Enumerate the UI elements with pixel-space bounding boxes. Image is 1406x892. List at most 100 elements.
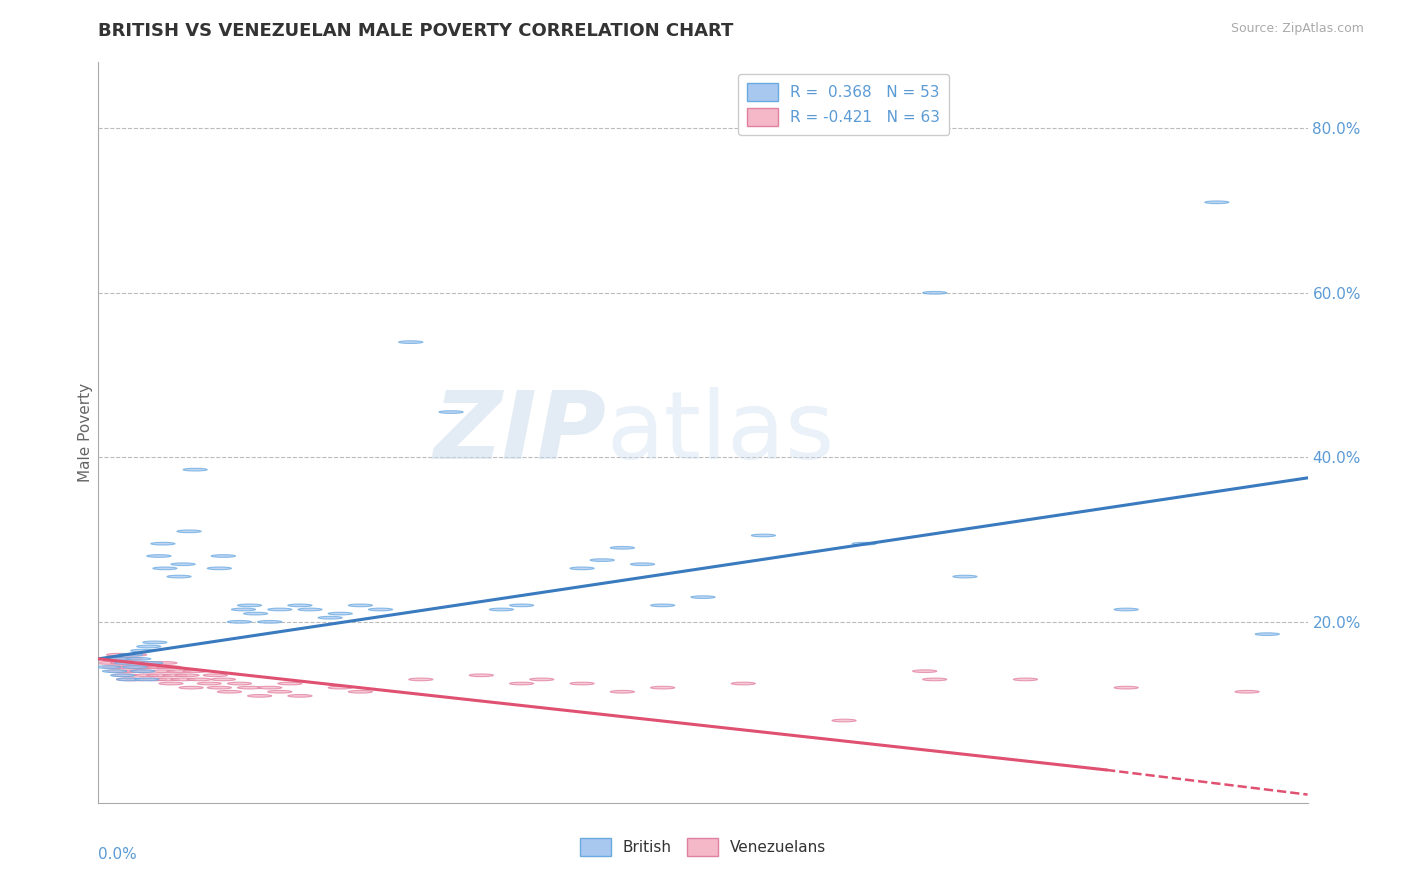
Ellipse shape — [349, 690, 373, 693]
Ellipse shape — [107, 657, 131, 660]
Ellipse shape — [278, 682, 302, 685]
Ellipse shape — [211, 555, 235, 558]
Ellipse shape — [146, 555, 172, 558]
Ellipse shape — [117, 678, 141, 681]
Ellipse shape — [267, 608, 292, 611]
Ellipse shape — [107, 654, 131, 656]
Ellipse shape — [832, 719, 856, 722]
Ellipse shape — [509, 604, 534, 607]
Ellipse shape — [159, 682, 183, 685]
Ellipse shape — [218, 690, 242, 693]
Ellipse shape — [690, 596, 716, 599]
Ellipse shape — [953, 575, 977, 578]
Ellipse shape — [751, 534, 776, 537]
Ellipse shape — [117, 665, 141, 668]
Ellipse shape — [470, 674, 494, 677]
Ellipse shape — [409, 678, 433, 681]
Text: ZIP: ZIP — [433, 386, 606, 479]
Ellipse shape — [489, 608, 513, 611]
Ellipse shape — [139, 665, 163, 668]
Ellipse shape — [177, 530, 201, 533]
Ellipse shape — [135, 674, 159, 677]
Ellipse shape — [651, 604, 675, 607]
Ellipse shape — [530, 678, 554, 681]
Ellipse shape — [103, 665, 127, 668]
Ellipse shape — [228, 621, 252, 624]
Ellipse shape — [228, 682, 252, 685]
Ellipse shape — [103, 670, 127, 673]
Ellipse shape — [127, 665, 150, 668]
Ellipse shape — [257, 686, 281, 689]
Ellipse shape — [610, 690, 634, 693]
Ellipse shape — [122, 665, 146, 668]
Ellipse shape — [146, 665, 172, 668]
Ellipse shape — [288, 604, 312, 607]
Ellipse shape — [610, 547, 634, 549]
Ellipse shape — [238, 604, 262, 607]
Ellipse shape — [146, 674, 172, 677]
Ellipse shape — [207, 686, 232, 689]
Ellipse shape — [183, 670, 207, 673]
Ellipse shape — [368, 608, 392, 611]
Ellipse shape — [167, 575, 191, 578]
Text: BRITISH VS VENEZUELAN MALE POVERTY CORRELATION CHART: BRITISH VS VENEZUELAN MALE POVERTY CORRE… — [98, 22, 734, 40]
Ellipse shape — [157, 665, 181, 668]
Ellipse shape — [1114, 608, 1139, 611]
Ellipse shape — [136, 645, 160, 648]
Ellipse shape — [127, 657, 150, 660]
Ellipse shape — [238, 686, 262, 689]
Ellipse shape — [243, 612, 267, 615]
Ellipse shape — [172, 678, 195, 681]
Ellipse shape — [349, 604, 373, 607]
Y-axis label: Male Poverty: Male Poverty — [77, 383, 93, 483]
Ellipse shape — [232, 608, 256, 611]
Ellipse shape — [731, 682, 755, 685]
Ellipse shape — [150, 670, 174, 673]
Ellipse shape — [127, 678, 150, 681]
Ellipse shape — [399, 341, 423, 343]
Ellipse shape — [114, 657, 139, 660]
Ellipse shape — [114, 662, 139, 665]
Ellipse shape — [139, 662, 163, 665]
Ellipse shape — [111, 674, 135, 677]
Ellipse shape — [112, 674, 136, 677]
Ellipse shape — [143, 678, 167, 681]
Ellipse shape — [107, 670, 131, 673]
Ellipse shape — [1014, 678, 1038, 681]
Ellipse shape — [569, 567, 595, 570]
Ellipse shape — [1114, 686, 1139, 689]
Ellipse shape — [922, 678, 946, 681]
Ellipse shape — [131, 662, 155, 665]
Ellipse shape — [155, 678, 179, 681]
Text: 0.0%: 0.0% — [98, 847, 138, 863]
Ellipse shape — [131, 649, 155, 652]
Ellipse shape — [197, 682, 221, 685]
Ellipse shape — [131, 670, 155, 673]
Ellipse shape — [136, 662, 160, 665]
Ellipse shape — [187, 678, 211, 681]
Ellipse shape — [267, 690, 292, 693]
Ellipse shape — [509, 682, 534, 685]
Ellipse shape — [247, 695, 271, 698]
Ellipse shape — [288, 695, 312, 698]
Ellipse shape — [211, 678, 235, 681]
Ellipse shape — [1234, 690, 1260, 693]
Text: atlas: atlas — [606, 386, 835, 479]
Ellipse shape — [111, 662, 135, 665]
Ellipse shape — [298, 608, 322, 611]
Ellipse shape — [1205, 201, 1229, 203]
Ellipse shape — [135, 678, 159, 681]
Ellipse shape — [328, 612, 353, 615]
Ellipse shape — [257, 621, 281, 624]
Legend: British, Venezuelans: British, Venezuelans — [574, 832, 832, 862]
Ellipse shape — [912, 670, 936, 673]
Ellipse shape — [439, 410, 463, 413]
Ellipse shape — [150, 542, 174, 545]
Ellipse shape — [204, 674, 228, 677]
Ellipse shape — [1256, 632, 1279, 635]
Ellipse shape — [630, 563, 655, 566]
Ellipse shape — [651, 686, 675, 689]
Ellipse shape — [97, 662, 121, 665]
Ellipse shape — [207, 567, 232, 570]
Ellipse shape — [122, 670, 146, 673]
